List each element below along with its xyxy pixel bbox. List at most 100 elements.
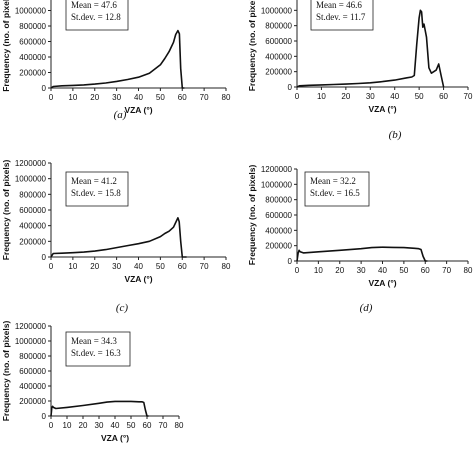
x-tick-label: 30 <box>112 93 121 102</box>
y-tick-label: 200000 <box>19 237 46 246</box>
stdev-label: St.dev. = 12.8 <box>71 12 121 22</box>
y-axis-label: Frequency (no. of pixels) <box>1 160 11 261</box>
y-tick-label: 1200000 <box>261 165 293 174</box>
y-tick-label: 1200000 <box>15 159 47 168</box>
y-tick-label: 400000 <box>265 52 292 61</box>
y-tick-label: 0 <box>42 412 47 421</box>
x-tick-label: 50 <box>399 266 408 275</box>
y-tick-label: 800000 <box>265 22 292 31</box>
x-tick-label: 60 <box>143 421 152 430</box>
x-tick-label: 40 <box>134 262 143 271</box>
x-tick-label: 20 <box>90 93 99 102</box>
y-tick-label: 200000 <box>19 397 46 406</box>
stdev-label: St.dev. = 11.7 <box>316 12 366 22</box>
x-tick-label: 30 <box>112 262 121 271</box>
stdev-label: St.dev. = 16.5 <box>310 188 360 198</box>
chart-panel-c: 0 200000 400000 600000 800000 1000000 1200000 0… <box>1 159 231 314</box>
x-axis-label: VZA (°) <box>101 433 129 443</box>
chart-panel-a: 0200000400000600000800000100000012000000… <box>1 0 231 121</box>
x-tick-label: 70 <box>159 421 168 430</box>
x-tick-label: 60 <box>421 266 430 275</box>
y-axis-label: Frequency (no. of pixels) <box>247 0 257 91</box>
x-tick-label: 50 <box>156 93 165 102</box>
x-tick-label: 60 <box>439 92 448 101</box>
x-tick-label: 20 <box>90 262 99 271</box>
y-tick-label: 600000 <box>19 38 46 47</box>
series-line <box>50 217 187 258</box>
x-tick-label: 0 <box>295 266 300 275</box>
x-tick-label: 0 <box>49 262 54 271</box>
x-tick-label: 10 <box>68 262 77 271</box>
x-tick-label: 20 <box>341 92 350 101</box>
y-axis-label: Frequency (no. of pixels) <box>1 321 11 422</box>
y-tick-label: 400000 <box>19 382 46 391</box>
mean-label: Mean = 47.6 <box>71 0 117 10</box>
x-tick-label: 10 <box>314 266 323 275</box>
stats-box <box>65 0 129 31</box>
y-tick-label: 0 <box>42 253 47 262</box>
chart-panel-e: 0 200000 400000 600000 800000 1000000 1200000 0… <box>1 321 184 443</box>
x-tick-label: 40 <box>134 93 143 102</box>
x-tick-label: 80 <box>464 266 473 275</box>
y-tick-label: 400000 <box>265 226 292 235</box>
y-tick-label: 400000 <box>19 222 46 231</box>
x-axis-label: VZA (°) <box>368 104 396 114</box>
y-axis-label: Frequency (no. of pixels) <box>1 0 11 92</box>
x-tick-label: 50 <box>127 421 136 430</box>
x-tick-label: 40 <box>390 92 399 101</box>
stats-box <box>310 0 374 31</box>
x-tick-label: 70 <box>442 266 451 275</box>
panel-caption: (a) <box>114 109 127 121</box>
series-line <box>50 29 185 89</box>
x-tick-label: 40 <box>111 421 120 430</box>
y-tick-label: 1000000 <box>15 175 47 184</box>
y-tick-label: 1000000 <box>15 337 47 346</box>
stats-box <box>65 171 129 207</box>
series-line <box>296 9 445 88</box>
x-axis-label: VZA (°) <box>124 274 152 284</box>
x-tick-label: 10 <box>68 93 77 102</box>
x-axis-label: VZA (°) <box>124 105 152 115</box>
y-tick-label: 1000000 <box>15 7 47 16</box>
x-tick-label: 30 <box>95 421 104 430</box>
series-line <box>296 246 428 262</box>
y-tick-label: 600000 <box>265 211 292 220</box>
y-tick-label: 800000 <box>19 352 46 361</box>
chart-panel-b: 0200000400000600000800000100000012000000… <box>247 0 473 141</box>
stats-box <box>304 171 370 207</box>
y-tick-label: 1000000 <box>261 6 293 15</box>
y-tick-label: 1200000 <box>15 322 47 331</box>
x-tick-label: 50 <box>415 92 424 101</box>
y-tick-label: 800000 <box>19 22 46 31</box>
series-line <box>50 400 149 417</box>
y-tick-label: 0 <box>42 84 47 93</box>
y-tick-label: 0 <box>288 257 293 266</box>
y-axis-label: Frequency (no. of pixels) <box>247 165 257 266</box>
x-tick-label: 30 <box>366 92 375 101</box>
stats-box <box>65 331 131 367</box>
y-tick-label: 200000 <box>19 69 46 78</box>
mean-label: Mean = 34.3 <box>71 336 117 346</box>
y-tick-label: 800000 <box>265 196 292 205</box>
mean-label: Mean = 41.2 <box>71 176 117 186</box>
x-tick-label: 80 <box>222 262 231 271</box>
stdev-label: St.dev. = 15.8 <box>71 188 121 198</box>
x-tick-label: 40 <box>378 266 387 275</box>
x-tick-label: 10 <box>317 92 326 101</box>
x-tick-label: 70 <box>200 93 209 102</box>
x-tick-label: 20 <box>79 421 88 430</box>
y-tick-label: 600000 <box>19 367 46 376</box>
y-tick-label: 600000 <box>265 37 292 46</box>
x-tick-label: 80 <box>175 421 184 430</box>
panel-caption: (d) <box>360 302 373 314</box>
y-tick-label: 600000 <box>19 206 46 215</box>
y-tick-label: 200000 <box>265 242 292 251</box>
x-tick-label: 80 <box>222 93 231 102</box>
x-tick-label: 0 <box>49 93 54 102</box>
y-tick-label: 200000 <box>265 68 292 77</box>
x-tick-label: 60 <box>178 262 187 271</box>
y-tick-label: 1000000 <box>261 180 293 189</box>
y-tick-label: 800000 <box>19 190 46 199</box>
x-tick-label: 70 <box>464 92 473 101</box>
